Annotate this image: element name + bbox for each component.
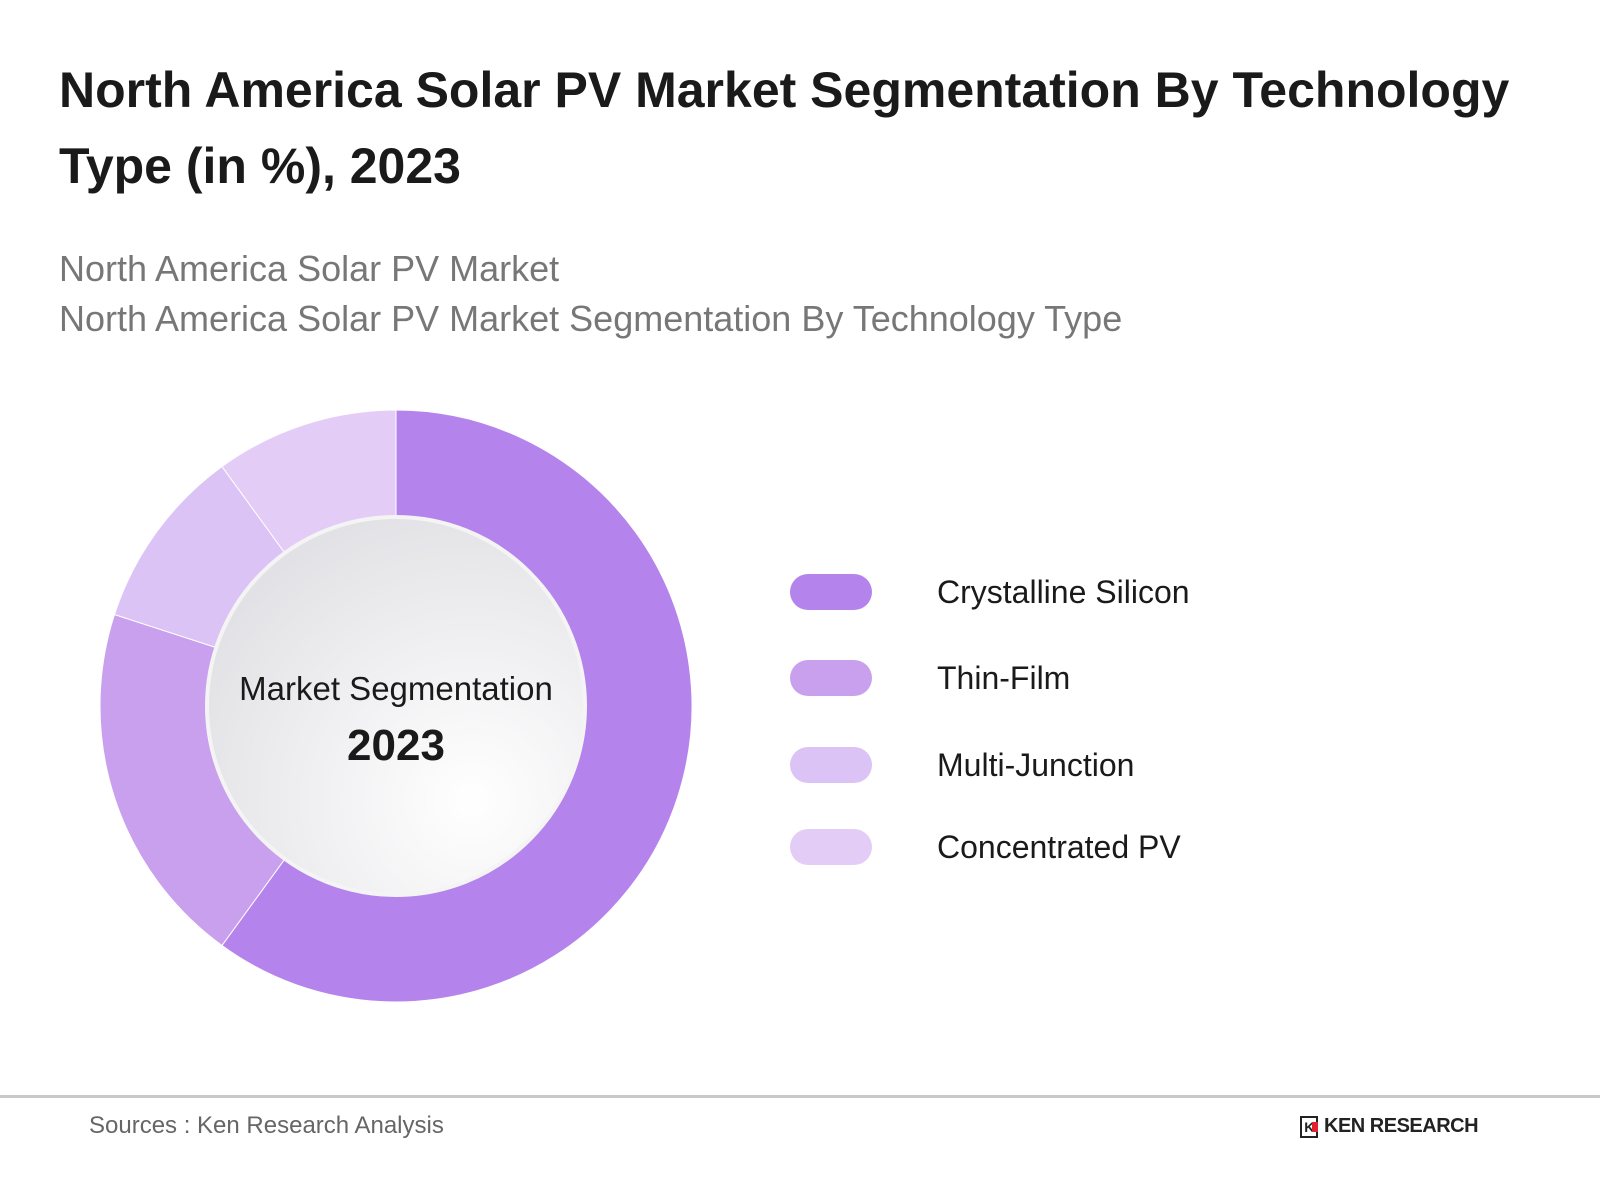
legend-swatch [790,829,872,865]
legend-swatch [790,747,872,783]
legend-swatch [790,660,872,696]
legend-item: Crystalline Silicon [790,574,1190,610]
subtitle-segmentation: North America Solar PV Market Segmentati… [59,298,1123,339]
footer-divider [0,1095,1600,1098]
legend-label: Concentrated PV [937,828,1181,865]
chart-title: North America Solar PV Market Segmentati… [59,62,1510,194]
ken-research-logo: K KEN RESEARCH [1300,1115,1479,1138]
donut-center-disc [205,515,587,897]
legend-label: Crystalline Silicon [937,573,1190,610]
legend-swatch [790,574,872,610]
legend-item: Concentrated PV [790,829,1181,865]
center-value: 2023 [347,721,445,770]
legend-label: Thin-Film [937,659,1071,696]
logo-mark-icon: K [1300,1115,1318,1138]
legend-label: Multi-Junction [937,746,1135,783]
legend-item: Thin-Film [790,660,1070,696]
sources-text: Sources : Ken Research Analysis [89,1112,444,1139]
legend-item: Multi-Junction [790,747,1134,783]
center-label: Market Segmentation [239,670,553,707]
subtitle-market: North America Solar PV Market [59,248,560,289]
logo-text: KEN RESEARCH [1324,1115,1479,1137]
